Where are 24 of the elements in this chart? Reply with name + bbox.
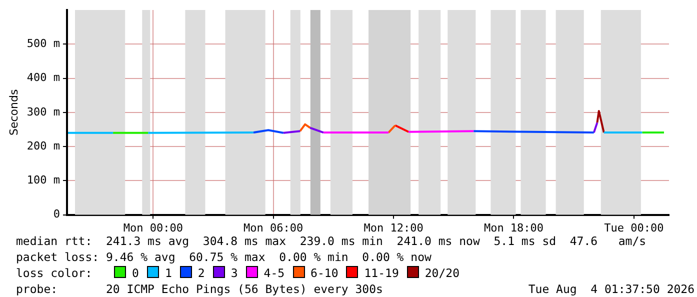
y-tick-label: 100 m	[26, 174, 60, 187]
y-tick-label: 200 m	[26, 139, 60, 152]
legend-label: 20/20	[424, 266, 460, 280]
y-tick-label: 400 m	[26, 71, 60, 84]
legend-label: 6-10	[310, 266, 338, 280]
text: packet loss: 9.46 % avg 60.75 % max 0.00 % min 0.00 % now	[16, 249, 432, 265]
x-tick-label: Mon 00:00	[123, 221, 183, 234]
text: probe: 20 ICMP Echo Pings (56 Bytes) every 300s Tue Aug 4 01:37:50 2026	[16, 281, 695, 297]
x-tick-label: Mon 12:00	[364, 221, 424, 234]
x-tick-label: Mon 18:00	[484, 221, 544, 234]
y-tick-label: 500 m	[26, 36, 60, 50]
y-axis-title: Seconds	[7, 89, 20, 136]
legend-label: 2	[198, 266, 205, 280]
legend-label: 3	[230, 266, 238, 280]
legend-label: 4-5	[264, 266, 285, 280]
x-tick-label: Mon 06:00	[244, 221, 304, 234]
legend-title: loss color:	[16, 266, 94, 280]
text: median rtt: 241.3 ms avg 304.8 ms max 239.0 ms min 241.0 ms now 5.1 ms sd 47.6 am/s	[16, 233, 648, 249]
legend-label: 1	[164, 266, 172, 280]
legend-label: 0	[132, 266, 139, 280]
x-tick-label: Tue 00:00	[604, 221, 664, 234]
y-tick-label: 300 m	[26, 105, 60, 118]
legend-label: 11-19	[364, 266, 399, 280]
y-tick-label: 0	[53, 208, 60, 221]
